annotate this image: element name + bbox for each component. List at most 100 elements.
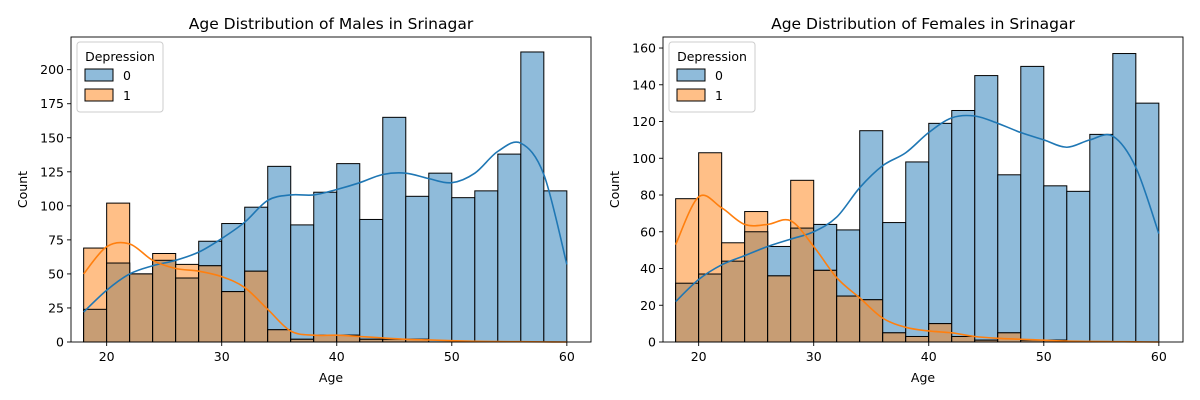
y-axis-label: Count	[15, 171, 30, 208]
y-tick-label: 80	[640, 188, 656, 203]
legend-label-1: 1	[715, 88, 723, 103]
bar-depression-0	[497, 153, 522, 343]
bar-overlap	[129, 273, 154, 343]
bar-depression-0	[1089, 133, 1114, 343]
bar-overlap	[675, 282, 700, 343]
bar-overlap	[152, 259, 177, 343]
bar-depression-0	[1043, 185, 1068, 343]
x-tick-label: 30	[806, 349, 822, 364]
y-tick-label: 175	[40, 96, 64, 111]
x-tick-label: 60	[559, 349, 575, 364]
bar-depression-0	[520, 51, 545, 343]
bar-depression-0	[928, 122, 953, 343]
y-tick-label: 160	[632, 41, 656, 56]
bar-overlap	[813, 269, 838, 343]
legend-swatch-0	[676, 68, 706, 82]
plot-area: 20 30 40 50 60 0 25 50 75 100 125 150 175 200 Depressi…	[40, 36, 592, 364]
x-tick-label: 50	[444, 349, 460, 364]
bar-overlap	[198, 265, 223, 343]
x-tick-label: 50	[1036, 349, 1052, 364]
plot-area: 20 30 40 50 60 0 20 40 60 80 100 120 140 160 Depressio…	[632, 36, 1184, 364]
bar-overlap	[83, 308, 108, 343]
bar-depression-0	[405, 195, 430, 343]
x-tick-label: 40	[329, 349, 345, 364]
y-tick-label: 0	[56, 335, 64, 350]
y-tick-label: 100	[40, 198, 64, 213]
bar-depression-0	[1020, 65, 1045, 343]
bar-depression-0	[1112, 53, 1137, 343]
y-axis-label: Count	[607, 171, 622, 208]
kde-line-depression-0	[83, 141, 568, 313]
bar-overlap	[997, 332, 1022, 343]
bar-depression-0	[382, 116, 407, 343]
bar-overlap	[221, 291, 246, 343]
y-tick-label: 20	[640, 298, 656, 313]
bar-overlap	[882, 332, 907, 343]
y-tick-label: 100	[632, 151, 656, 166]
bar-overlap	[721, 260, 746, 343]
bar-overlap	[767, 275, 792, 343]
y-tick-label: 0	[648, 335, 656, 350]
bar-overlap	[313, 334, 338, 343]
legend: Depression 0 1	[668, 41, 756, 113]
legend-swatch-1	[84, 88, 114, 102]
bar-depression-0	[313, 191, 338, 343]
bar-overlap	[836, 295, 861, 343]
y-tick-label: 40	[640, 261, 656, 276]
bar-overlap	[698, 273, 723, 343]
females-chart: Age Distribution of Females in Srinagar …	[607, 15, 1184, 385]
legend: Depression 0 1	[76, 41, 164, 113]
chart-title: Age Distribution of Males in Srinagar	[189, 15, 474, 33]
bar-depression-0	[451, 197, 476, 343]
y-tick-label: 200	[40, 62, 64, 77]
bar-overlap	[905, 335, 930, 343]
bar-overlap	[106, 262, 131, 343]
bar-overlap	[859, 299, 884, 343]
y-tick-label: 25	[48, 300, 64, 315]
legend-label-0: 0	[123, 68, 131, 83]
legend-label-0: 0	[715, 68, 723, 83]
bar-overlap	[790, 227, 815, 343]
axes-frame	[70, 36, 592, 343]
axes-frame	[662, 36, 1184, 343]
bar-depression-0	[428, 172, 453, 343]
bar-depression-0	[267, 165, 292, 343]
x-tick-label: 30	[214, 349, 230, 364]
bar-depression-0	[474, 190, 499, 343]
bar-depression-0	[290, 224, 315, 343]
bar-overlap	[175, 277, 200, 343]
bars	[675, 53, 1160, 343]
chart-title: Age Distribution of Females in Srinagar	[771, 15, 1075, 33]
bar-depression-0	[905, 161, 930, 343]
kde-line-depression-0	[675, 114, 1160, 303]
y-tick-label: 150	[40, 130, 64, 145]
y-tick-label: 140	[632, 77, 656, 92]
kde-line-depression-1	[83, 241, 567, 343]
bar-overlap	[267, 329, 292, 343]
y-tick-label: 50	[48, 266, 64, 281]
males-chart: Age Distribution of Males in Srinagar Ag…	[15, 15, 592, 385]
bars	[83, 51, 568, 343]
kde-line-depression-1	[674, 194, 1159, 343]
x-tick-label: 60	[1151, 349, 1167, 364]
legend-title: Depression	[85, 49, 155, 64]
x-axis-label: Age	[911, 370, 935, 385]
y-tick-label: 120	[632, 114, 656, 129]
legend-swatch-1	[676, 88, 706, 102]
legend-title: Depression	[677, 49, 747, 64]
bar-overlap	[951, 335, 976, 343]
bar-depression-0	[997, 174, 1022, 343]
y-tick-label: 75	[48, 232, 64, 247]
bar-depression-0	[1066, 190, 1091, 343]
bar-depression-0	[336, 163, 361, 343]
x-axis-label: Age	[319, 370, 343, 385]
bar-depression-0	[974, 75, 999, 343]
legend-swatch-0	[84, 68, 114, 82]
y-tick-label: 125	[40, 164, 64, 179]
x-tick-label: 20	[99, 349, 115, 364]
bar-depression-0	[951, 109, 976, 343]
legend-label-1: 1	[123, 88, 131, 103]
x-tick-label: 20	[691, 349, 707, 364]
y-tick-label: 60	[640, 224, 656, 239]
